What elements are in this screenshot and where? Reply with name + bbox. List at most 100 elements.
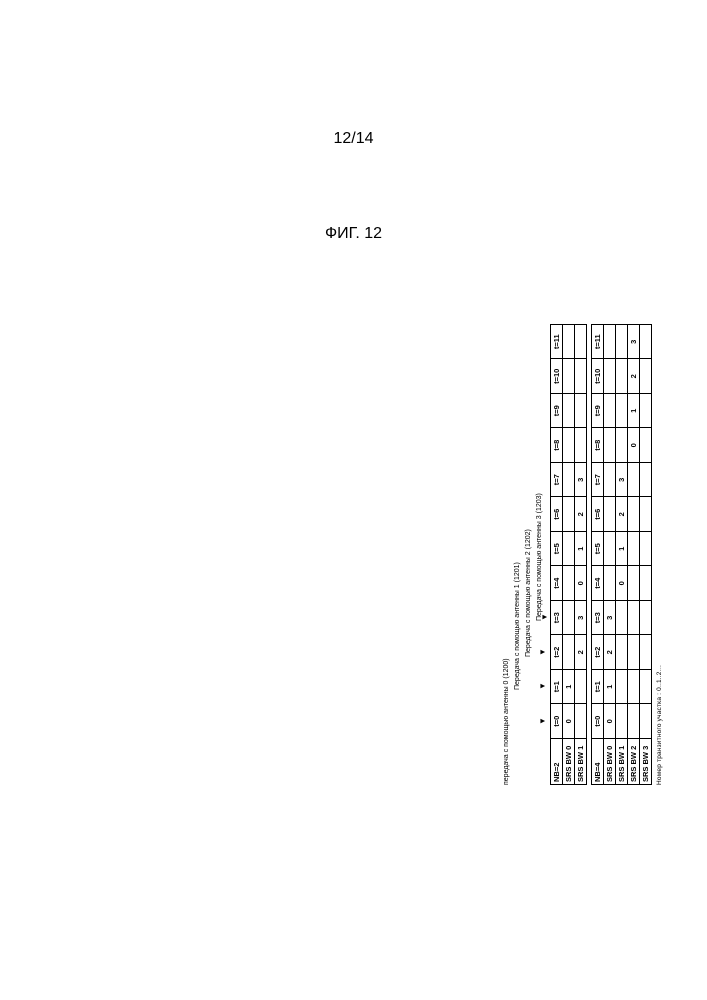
cell: [628, 463, 640, 498]
figure-12: передача с помощью антенны 0 (1200) ▼ Пе…: [503, 325, 663, 785]
cell: [616, 394, 628, 429]
cell: [575, 704, 587, 739]
cell: 2: [604, 635, 616, 670]
antenna-label-2: Передача с помощью антенны 2 (1202): [525, 529, 532, 657]
cell: [563, 428, 575, 463]
page: 12/14 ФИГ. 12 передача с помощью антенны…: [0, 0, 707, 1000]
time-label: t=1: [592, 670, 604, 705]
table-row: SRS BW 3: [640, 325, 652, 785]
cell: [604, 394, 616, 429]
cell: [575, 670, 587, 705]
row-label: SRS BW 0: [563, 739, 575, 785]
time-label: t=0: [551, 704, 563, 739]
table-row: NB=4 t=0 t=1 t=2 t=3 t=4 t=5 t=6 t=7 t=8…: [592, 325, 604, 785]
row-label: SRS BW 3: [640, 739, 652, 785]
cell: [616, 601, 628, 636]
time-label: t=9: [592, 394, 604, 429]
cell: [604, 463, 616, 498]
antenna-labels-block: передача с помощью антенны 0 (1200) ▼ Пе…: [503, 325, 549, 785]
cell: [640, 704, 652, 739]
time-label: t=7: [551, 463, 563, 498]
antenna-label-3: Передача с помощью антенны 3 (1203): [536, 493, 543, 621]
antenna-label-0: передача с помощью антенны 0 (1200): [503, 658, 510, 785]
cell: 1: [616, 532, 628, 567]
cell: 1: [628, 394, 640, 429]
cell: 3: [616, 463, 628, 498]
cell: [640, 497, 652, 532]
antenna-arrow-1: ▼: [540, 682, 546, 690]
cell: [575, 394, 587, 429]
table-nb4: NB=4 t=0 t=1 t=2 t=3 t=4 t=5 t=6 t=7 t=8…: [591, 324, 652, 785]
time-label: t=10: [551, 359, 563, 394]
cell: [604, 497, 616, 532]
cell: [604, 428, 616, 463]
cell: [563, 635, 575, 670]
cell: [616, 704, 628, 739]
cell: [604, 359, 616, 394]
cell: 2: [575, 497, 587, 532]
time-label: t=10: [592, 359, 604, 394]
cell: 3: [628, 325, 640, 360]
cell: [563, 601, 575, 636]
cell: [563, 463, 575, 498]
cell: [575, 325, 587, 360]
row-label: SRS BW 1: [616, 739, 628, 785]
cell: [640, 670, 652, 705]
cell: [616, 428, 628, 463]
cell: 0: [604, 704, 616, 739]
cell: [575, 359, 587, 394]
time-label: t=9: [551, 394, 563, 429]
cell: 0: [575, 566, 587, 601]
cell: [640, 601, 652, 636]
cell: [640, 428, 652, 463]
time-label: t=8: [551, 428, 563, 463]
table-row: SRS BW 2 0 1 2 3: [628, 325, 640, 785]
table-row: SRS BW 1 2 3 0 1 2 3: [575, 325, 587, 785]
cell: 1: [575, 532, 587, 567]
cell: [640, 463, 652, 498]
time-label: t=11: [592, 325, 604, 360]
row-label: SRS BW 2: [628, 739, 640, 785]
cell: [563, 566, 575, 601]
cell: [640, 359, 652, 394]
time-label: t=2: [551, 635, 563, 670]
figure-title: ФИГ. 12: [0, 225, 707, 243]
time-label: t=2: [592, 635, 604, 670]
antenna-arrow-2: ▼: [540, 648, 546, 656]
cell: 3: [575, 601, 587, 636]
cell: [616, 670, 628, 705]
time-label: t=0: [592, 704, 604, 739]
footer-note: Номер транзитного участка : 0..1..2…: [656, 325, 663, 785]
antenna-arrow-3: ▼: [542, 613, 548, 621]
cell: [640, 325, 652, 360]
nb4-header: NB=4: [592, 739, 604, 785]
table-nb2: NB=2 t=0 t=1 t=2 t=3 t=4 t=5 t=6 t=7 t=8…: [550, 324, 587, 785]
cell: 2: [575, 635, 587, 670]
time-label: t=11: [551, 325, 563, 360]
cell: 3: [575, 463, 587, 498]
page-number: 12/14: [0, 130, 707, 148]
nb2-header: NB=2: [551, 739, 563, 785]
cell: [640, 394, 652, 429]
cell: 0: [628, 428, 640, 463]
time-label: t=5: [592, 532, 604, 567]
table-row: SRS BW 0 0 1 2 3: [604, 325, 616, 785]
antenna-label-1: Передача с помощью антенны 1 (1201): [514, 562, 521, 690]
cell: 1: [604, 670, 616, 705]
cell: [640, 635, 652, 670]
time-label: t=4: [551, 566, 563, 601]
time-label: t=4: [592, 566, 604, 601]
cell: 0: [563, 704, 575, 739]
antenna-arrow-0: ▼: [540, 717, 546, 725]
cell: 0: [616, 566, 628, 601]
cell: 2: [628, 359, 640, 394]
cell: [563, 325, 575, 360]
cell: [563, 497, 575, 532]
time-label: t=3: [551, 601, 563, 636]
cell: 1: [563, 670, 575, 705]
table-row: SRS BW 1 0 1 2 3: [616, 325, 628, 785]
cell: [563, 532, 575, 567]
time-label: t=8: [592, 428, 604, 463]
row-label: SRS BW 0: [604, 739, 616, 785]
cell: [616, 635, 628, 670]
